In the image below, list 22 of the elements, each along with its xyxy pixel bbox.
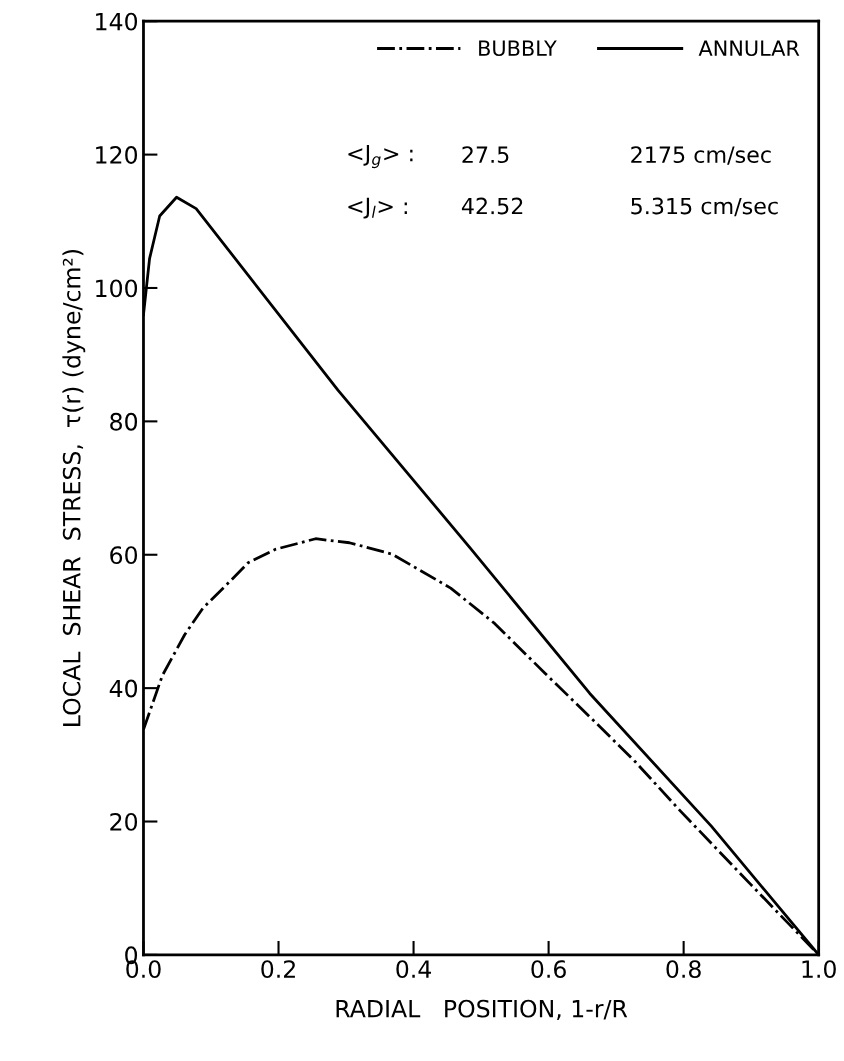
annotation: <J$_{l}$> : — [348, 197, 407, 219]
y-tick-label: 80 — [110, 412, 138, 431]
x-tick-label: 0.6 — [531, 960, 566, 979]
x-tick-label: 0.2 — [261, 960, 295, 979]
y-tick-label: 60 — [110, 546, 138, 565]
y-axis-title: LOCAL SHEAR STRESS, τ(r) (dyne/cm²) — [62, 249, 86, 726]
annotation: 42.52 — [461, 197, 523, 215]
x-tick-label: 1.0 — [802, 960, 836, 979]
y-tick-label: 20 — [110, 812, 138, 831]
y-tick-label: 40 — [109, 679, 138, 698]
x-axis-title: RADIAL POSITION, 1-r/R — [336, 999, 628, 1020]
y-tick-label: 140 — [96, 12, 138, 31]
annotation: 2175 cm/sec — [631, 146, 771, 165]
annotation: 5.315 cm/sec — [631, 197, 778, 217]
legend-label: ANNULAR — [698, 40, 800, 57]
x-tick-label: 0.8 — [666, 960, 701, 979]
legend-label: BUBBLY — [479, 40, 557, 57]
annotation: 27.5 — [462, 146, 509, 164]
y-tick-label: 100 — [96, 279, 138, 298]
x-tick-label: 0.4 — [396, 960, 432, 979]
annotation: <J$_{g}$> : — [348, 145, 413, 169]
y-tick-label: 120 — [96, 146, 138, 164]
